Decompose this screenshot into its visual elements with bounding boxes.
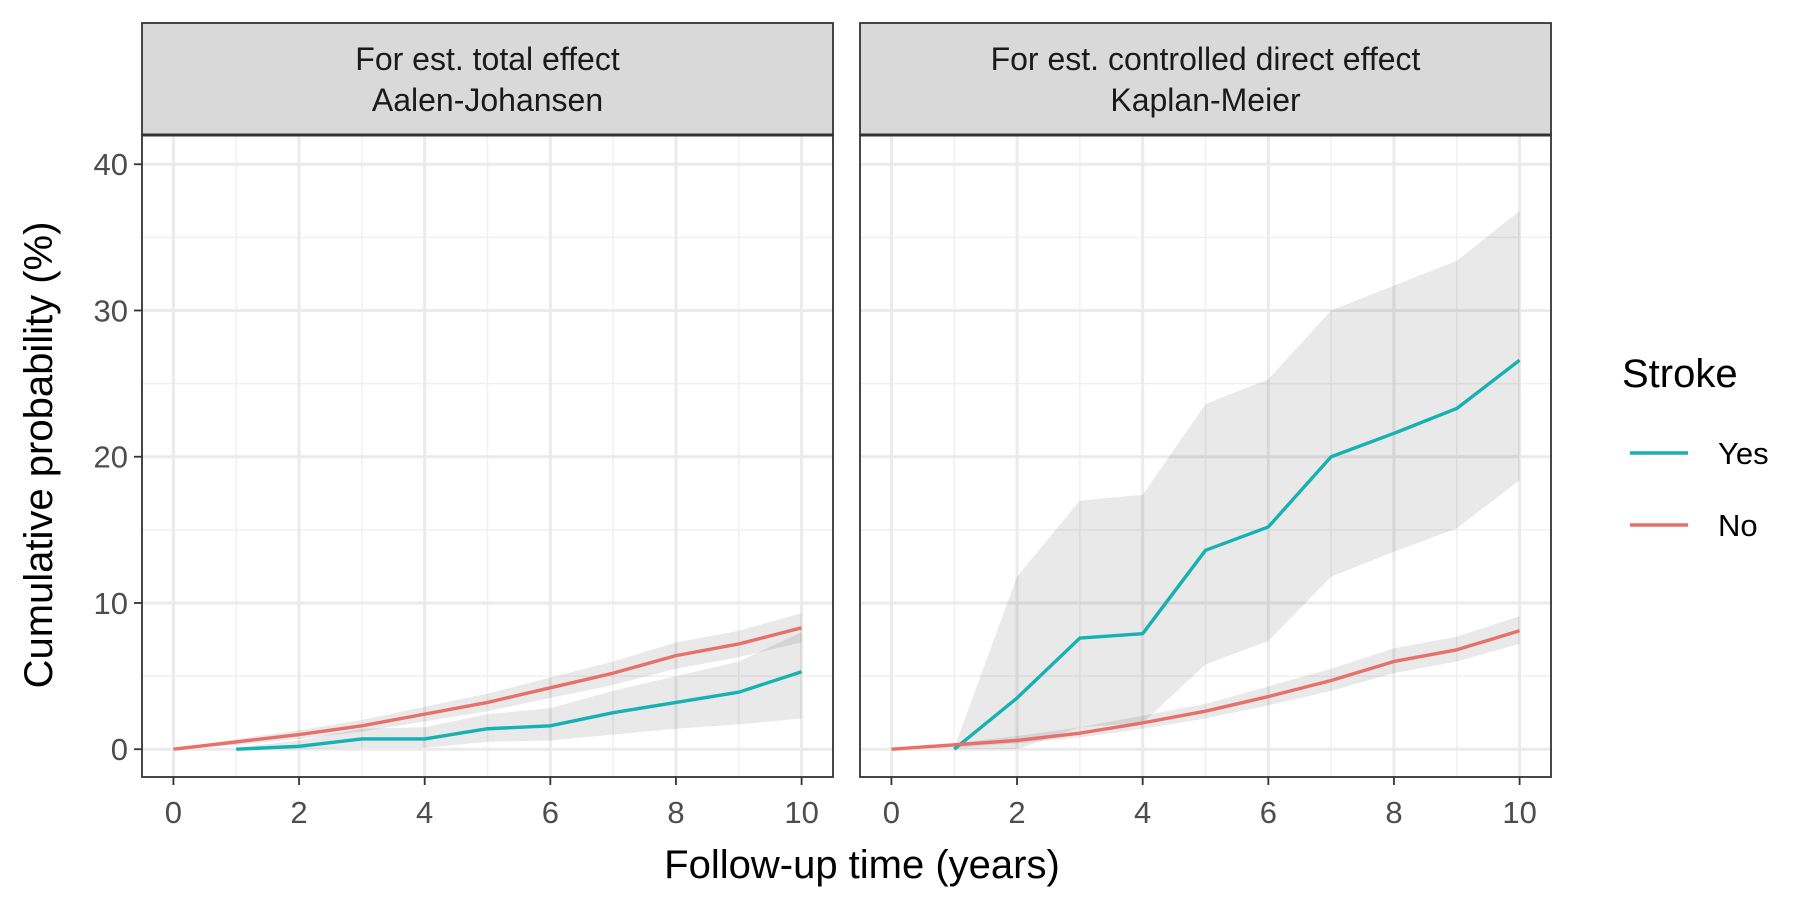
strip-label-line: Kaplan-Meier (1110, 82, 1301, 118)
series-line-no (891, 629, 1521, 751)
y-tick-label: 40 (94, 147, 128, 182)
y-tick-label: 0 (111, 732, 128, 767)
x-tick-label: 0 (165, 795, 182, 830)
x-tick-label: 0 (883, 795, 900, 830)
x-tick-label: 8 (667, 795, 684, 830)
x-tick-label: 2 (290, 795, 307, 830)
x-tick-label: 6 (1260, 795, 1277, 830)
y-tick-label: 10 (94, 586, 128, 621)
y-axis-title: Cumulative probability (%) (17, 222, 61, 689)
series-line-no (173, 626, 803, 751)
y-tick-label: 20 (94, 440, 128, 475)
x-tick-label: 2 (1008, 795, 1025, 830)
ci-ribbon-yes (954, 211, 1520, 750)
ci-ribbon-yes (236, 632, 802, 750)
facet-strip (141, 22, 834, 136)
legend: Stroke Yes No (1622, 352, 1769, 543)
x-tick-label: 4 (1134, 795, 1151, 830)
y-tick-label: 30 (94, 293, 128, 328)
strip-label-line: Aalen-Johansen (372, 82, 603, 118)
legend-title: Stroke (1622, 352, 1738, 396)
x-tick-label: 4 (416, 795, 433, 830)
x-tick-label: 6 (542, 795, 559, 830)
strip-label-line: For est. total effect (355, 41, 620, 77)
chart-panels: For est. total effect Aalen-Johansen 0 2 4 6 8… (94, 22, 1552, 830)
facet-strip (859, 22, 1552, 136)
legend-label-no: No (1718, 508, 1758, 543)
x-tick-label: 10 (1502, 795, 1536, 830)
legend-entries: Yes No (1630, 436, 1769, 543)
x-tick-label: 10 (784, 795, 818, 830)
x-axis-title: Follow-up time (years) (664, 843, 1060, 887)
panel-1: For est. total effect Aalen-Johansen 0 2 4 6 8… (94, 22, 834, 830)
panel-2: For est. controlled direct effect Kaplan-… (859, 22, 1552, 830)
series-line-yes (236, 670, 803, 751)
x-tick-label: 8 (1385, 795, 1402, 830)
legend-label-yes: Yes (1718, 436, 1769, 471)
series-line-yes (953, 358, 1521, 751)
strip-label-line: For est. controlled direct effect (991, 41, 1421, 77)
